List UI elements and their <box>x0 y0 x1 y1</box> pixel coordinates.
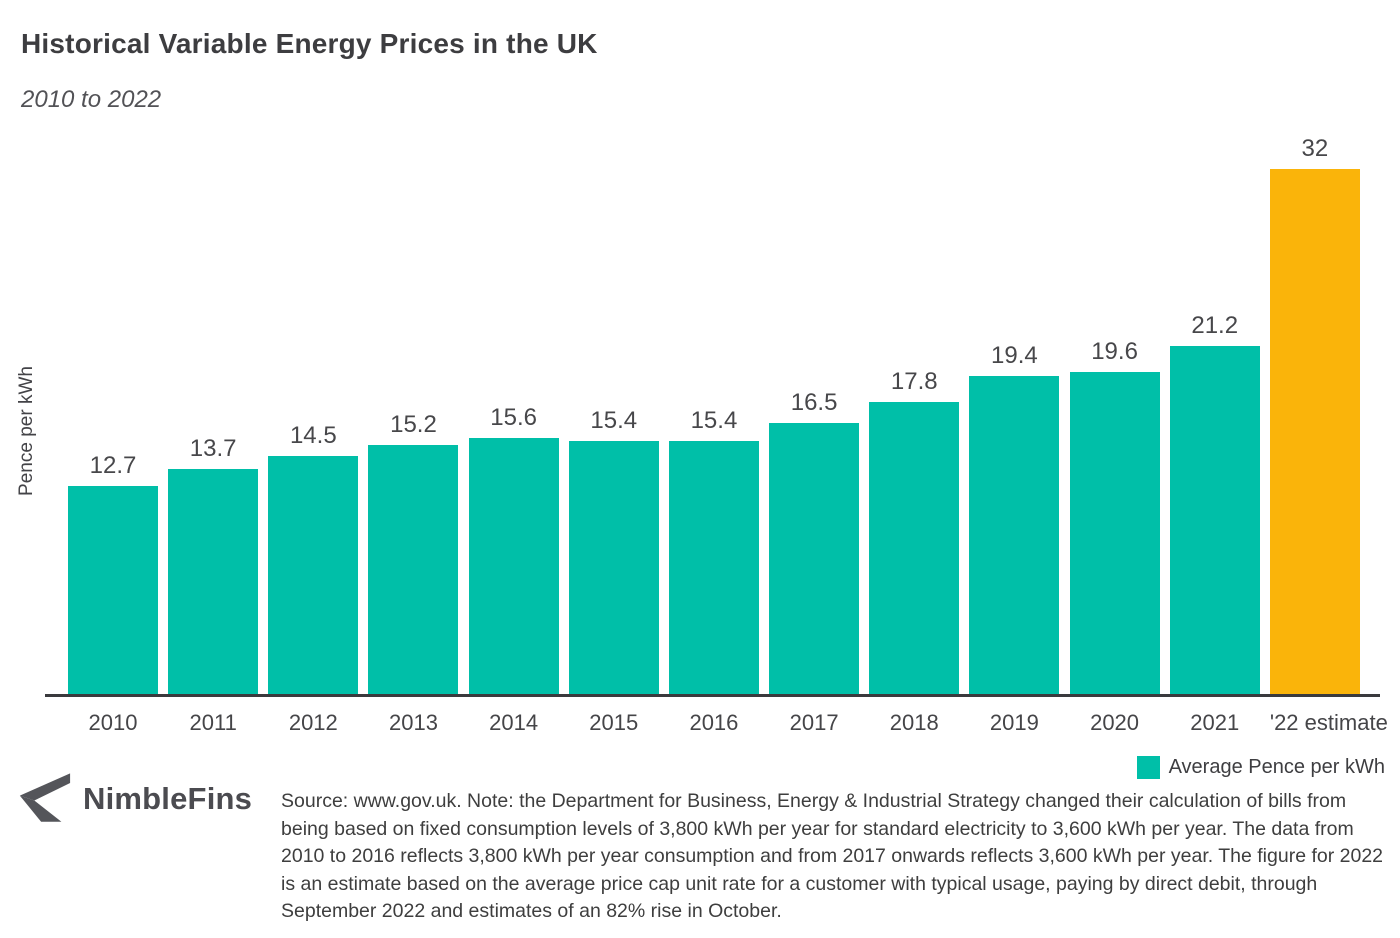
bar-value-label: 15.6 <box>490 404 537 431</box>
x-axis-line <box>45 694 1380 697</box>
bar <box>969 376 1060 694</box>
bar <box>68 486 158 694</box>
bar-group: 14.5 <box>268 422 359 694</box>
x-axis-tick-labels: 2010 2011 2012 2013 2014 2015 2016 2017 2018 2019… <box>68 710 1388 736</box>
bar <box>168 469 259 694</box>
bar-group: 17.8 <box>869 368 960 694</box>
bar-value-label: 16.5 <box>790 389 838 416</box>
bar <box>1269 169 1360 694</box>
legend: Average Pence per kWh <box>1136 756 1385 779</box>
bar-group: 19.6 <box>1069 338 1160 694</box>
bar <box>468 438 559 694</box>
legend-swatch-icon <box>1136 756 1160 779</box>
bar-group: 15.2 <box>368 411 459 694</box>
x-tick-label: '22 estimate <box>1269 710 1388 735</box>
source-note: Source: www.gov.uk. Note: the Department… <box>281 790 1384 922</box>
bar-value-label: 17.8 <box>890 368 938 395</box>
legend-label: Average Pence per kWh <box>1168 756 1385 778</box>
y-axis-label: Pence per kWh <box>16 366 37 496</box>
bar-group: 21.2 <box>1169 312 1260 694</box>
bar-group: 15.6 <box>468 404 559 694</box>
x-tick-label: 2011 <box>189 710 237 735</box>
bar-group: 16.5 <box>769 389 860 694</box>
bar <box>869 402 960 694</box>
bar-value-label: 13.7 <box>189 435 237 462</box>
bar <box>268 456 359 694</box>
x-tick-label: 2019 <box>989 710 1039 735</box>
x-tick-label: 2017 <box>789 710 839 735</box>
bar <box>1169 346 1260 694</box>
chart-title: Historical Variable Energy Prices in the… <box>21 28 598 59</box>
bar-value-label: 15.4 <box>690 407 738 434</box>
bar-value-label: 32 <box>1301 135 1329 162</box>
x-tick-label: 2021 <box>1190 710 1240 735</box>
x-tick-label: 2010 <box>88 710 138 735</box>
bar <box>368 445 459 694</box>
bar <box>1069 372 1160 694</box>
bar-plot-area: 12.7 13.7 14.5 15.2 15.6 15.4 15.4 16.5 17.8 19.4… <box>68 135 1360 694</box>
bar-value-label: 19.6 <box>1091 338 1138 365</box>
brand-name: NimbleFins <box>83 781 253 816</box>
bar <box>769 423 860 694</box>
bar-value-label: 15.2 <box>390 411 437 438</box>
bar-group: 15.4 <box>668 407 759 694</box>
x-tick-label: 2015 <box>589 710 639 735</box>
brand-logo: NimbleFins <box>15 772 252 826</box>
bar-group: 12.7 <box>68 452 158 694</box>
bar-group: 32 <box>1269 135 1360 694</box>
bar-value-label: 14.5 <box>289 422 337 449</box>
bar-group: 15.4 <box>568 407 659 694</box>
bar-value-label: 19.4 <box>991 342 1038 369</box>
x-tick-label: 2014 <box>489 710 539 735</box>
bar-group: 19.4 <box>969 342 1060 694</box>
bar-value-label: 15.4 <box>590 407 638 434</box>
x-tick-label: 2020 <box>1090 710 1140 735</box>
x-tick-label: 2013 <box>388 710 438 735</box>
bar-value-label: 12.7 <box>89 452 137 479</box>
bar <box>568 441 659 694</box>
bar-value-label: 21.2 <box>1191 312 1239 339</box>
nimblefins-fin-icon <box>19 773 71 822</box>
chart-subtitle: 2010 to 2022 <box>21 86 162 113</box>
x-tick-label: 2018 <box>889 710 939 735</box>
x-tick-label: 2016 <box>689 710 739 735</box>
bar-group: 13.7 <box>168 435 259 694</box>
bar <box>668 441 759 694</box>
x-tick-label: 2012 <box>288 710 338 735</box>
